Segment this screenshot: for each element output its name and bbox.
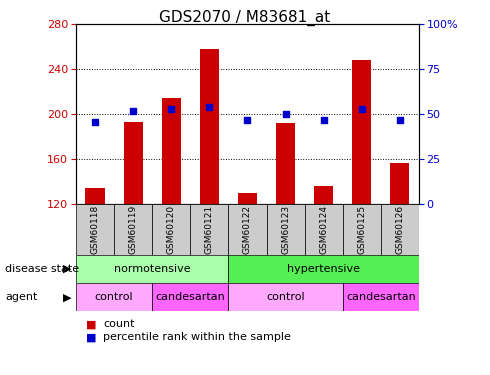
Bar: [123, 122, 143, 204]
Bar: [162, 98, 181, 204]
Point: [91, 118, 99, 124]
Text: disease state: disease state: [5, 264, 79, 274]
Bar: [152, 283, 228, 311]
Text: GSM60122: GSM60122: [243, 205, 252, 254]
Bar: [114, 204, 152, 255]
Text: normotensive: normotensive: [114, 264, 191, 274]
Text: control: control: [95, 292, 133, 302]
Text: GSM60123: GSM60123: [281, 205, 290, 254]
Text: count: count: [103, 320, 134, 329]
Bar: [276, 123, 295, 204]
Point: [205, 104, 213, 110]
Bar: [267, 204, 305, 255]
Bar: [200, 49, 219, 204]
Bar: [152, 204, 190, 255]
Bar: [76, 283, 152, 311]
Bar: [343, 283, 419, 311]
Point: [358, 106, 366, 112]
Text: hypertensive: hypertensive: [287, 264, 360, 274]
Text: percentile rank within the sample: percentile rank within the sample: [103, 333, 291, 342]
Bar: [314, 186, 333, 204]
Point: [396, 117, 404, 123]
Text: GSM60126: GSM60126: [395, 205, 404, 254]
Text: ■: ■: [86, 333, 96, 342]
Text: GSM60124: GSM60124: [319, 205, 328, 254]
Text: GSM60125: GSM60125: [357, 205, 367, 254]
Bar: [238, 193, 257, 204]
Point: [282, 111, 290, 117]
Bar: [190, 204, 228, 255]
Text: GDS2070 / M83681_at: GDS2070 / M83681_at: [159, 9, 331, 26]
Bar: [343, 204, 381, 255]
Point: [244, 117, 251, 123]
Text: ▶: ▶: [63, 264, 71, 274]
Text: GSM60121: GSM60121: [205, 205, 214, 254]
Bar: [391, 163, 410, 204]
Bar: [352, 60, 371, 204]
Point: [129, 108, 137, 114]
Point: [320, 117, 328, 123]
Point: [167, 106, 175, 112]
Text: agent: agent: [5, 292, 37, 302]
Text: GSM60120: GSM60120: [167, 205, 176, 254]
Bar: [228, 204, 267, 255]
Text: candesartan: candesartan: [346, 292, 416, 302]
Text: GSM60119: GSM60119: [128, 205, 138, 254]
Bar: [85, 188, 104, 204]
Bar: [381, 204, 419, 255]
Text: candesartan: candesartan: [155, 292, 225, 302]
Text: GSM60118: GSM60118: [91, 205, 99, 254]
Bar: [305, 204, 343, 255]
Bar: [76, 255, 228, 283]
Bar: [228, 283, 343, 311]
Text: control: control: [266, 292, 305, 302]
Text: ■: ■: [86, 320, 96, 329]
Bar: [228, 255, 419, 283]
Text: ▶: ▶: [63, 292, 71, 302]
Bar: [76, 204, 114, 255]
